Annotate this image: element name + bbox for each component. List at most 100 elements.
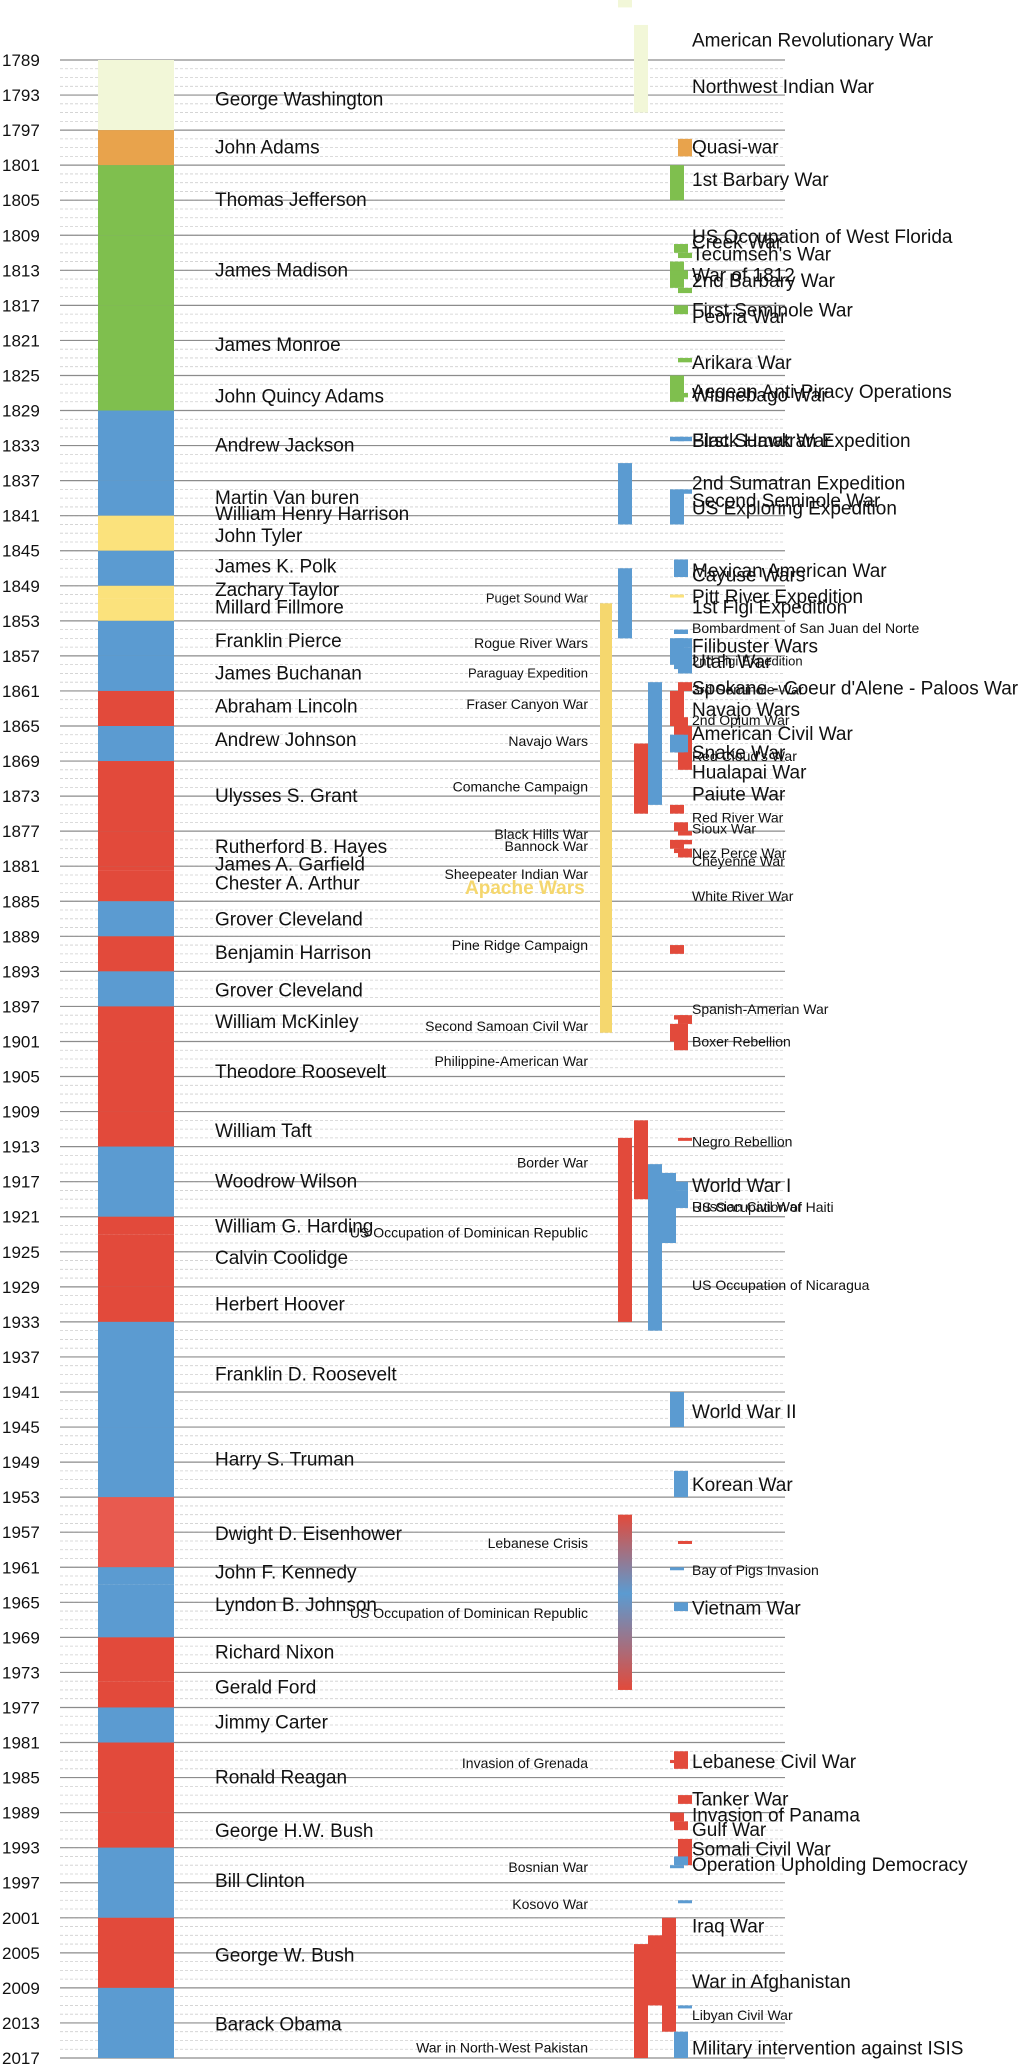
y-tick-label: 1829 <box>2 402 40 421</box>
president-label: James Monroe <box>215 335 341 356</box>
war-bar <box>634 1944 648 2058</box>
y-tick-label: 1977 <box>2 1698 40 1717</box>
war-label: US Occupation of West Florida <box>692 227 953 248</box>
war-label: Hualapai War <box>692 762 807 783</box>
president-label: Chester A. Arthur <box>215 874 360 895</box>
president-label: Bill Clinton <box>215 1871 305 1892</box>
war-label: Bannock War <box>504 838 588 854</box>
president-label: Barack Obama <box>215 2015 342 2036</box>
president-term-bar <box>98 870 174 902</box>
war-bar <box>618 568 632 639</box>
war-bar <box>600 603 612 1033</box>
y-tick-label: 1981 <box>2 1734 40 1753</box>
war-bar <box>674 393 688 398</box>
war-label: 2nd Sumatran Expedition <box>692 473 905 494</box>
war-label: Arikara War <box>692 353 792 374</box>
president-label: Franklin D. Roosevelt <box>215 1364 397 1385</box>
war-bar <box>670 839 684 849</box>
war-label: US Occupation of Dominican Republic <box>350 1225 588 1241</box>
president-label: Ronald Reagan <box>215 1768 347 1789</box>
war-label: Bay of Pigs Invasion <box>692 1562 819 1578</box>
war-label: World War I <box>692 1176 791 1197</box>
war-bar <box>670 1812 684 1822</box>
war-label: 2nd Figi Expedition <box>692 653 803 668</box>
president-term-bar <box>98 655 174 691</box>
war-bar <box>678 436 692 442</box>
war-bar <box>670 594 684 598</box>
war-bar <box>678 1137 692 1141</box>
war-label: 2nd Opium War <box>692 712 790 728</box>
war-bar <box>674 629 688 634</box>
war-label: American Civil War <box>692 724 853 745</box>
war-bar <box>670 489 684 525</box>
president-label: William Henry Harrison <box>215 504 409 525</box>
president-label: Andrew Jackson <box>215 436 354 457</box>
president-term-bar <box>98 1234 174 1287</box>
y-tick-label: 1869 <box>2 752 40 771</box>
war-label: Bosnian War <box>508 1859 588 1875</box>
war-label: Military intervention against ISIS <box>692 2038 963 2059</box>
war-label: Navajo Wars <box>508 733 588 749</box>
war-label: War of 1812 <box>692 266 795 287</box>
war-label: American Revolutionary War <box>692 31 934 52</box>
president-label: John Adams <box>215 138 320 159</box>
war-bar <box>670 1865 684 1869</box>
y-tick-label: 1821 <box>2 331 40 350</box>
war-label: Snake War <box>692 743 786 764</box>
y-tick-label: 1921 <box>2 1208 40 1227</box>
war-bar <box>674 1470 688 1498</box>
president-label: Woodrow Wilson <box>215 1172 357 1193</box>
war-label: Apache Wars <box>465 878 585 899</box>
war-bar <box>648 682 662 805</box>
war-label: Iraq War <box>692 1917 765 1938</box>
president-label: Grover Cleveland <box>215 981 363 1002</box>
war-label: Filibuster Wars <box>692 636 818 657</box>
y-tick-label: 1853 <box>2 612 40 631</box>
war-label: 1st Figi Expedition <box>692 598 847 619</box>
war-bar <box>674 1602 688 1612</box>
president-label: Abraham Lincoln <box>215 697 358 718</box>
y-tick-label: 1937 <box>2 1348 40 1367</box>
war-label: Paraguay Expedition <box>468 666 588 681</box>
y-tick-label: 1857 <box>2 647 40 666</box>
y-tick-label: 1849 <box>2 577 40 596</box>
y-tick-label: 1917 <box>2 1173 40 1192</box>
y-tick-label: 2009 <box>2 1979 40 1998</box>
president-label: William G. Harding <box>215 1216 373 1237</box>
president-term-bar <box>98 1006 174 1042</box>
y-tick-label: 1929 <box>2 1278 40 1297</box>
y-tick-label: 1961 <box>2 1558 40 1577</box>
president-term-bar <box>98 1742 174 1813</box>
president-term-bar <box>98 550 174 586</box>
war-bar <box>670 436 684 442</box>
president-label: George Washington <box>215 89 383 110</box>
war-label: Winnebago War <box>692 386 828 407</box>
war-label: US Occupation of Haiti <box>692 1199 834 1215</box>
war-label: Korean War <box>692 1475 793 1496</box>
war-label: Paiute War <box>692 784 786 805</box>
war-bar <box>674 1023 688 1051</box>
war-label: US Occupation of Dominican Republic <box>350 1605 588 1621</box>
y-tick-label: 1969 <box>2 1628 40 1647</box>
president-term-bar <box>98 1427 174 1498</box>
war-label: First Seminole War <box>692 301 853 322</box>
war-bar <box>674 559 688 578</box>
war-duration-bars <box>600 0 692 2058</box>
president-term-bar <box>98 1321 174 1428</box>
y-tick-label: 1905 <box>2 1068 40 1087</box>
y-tick-label: 1833 <box>2 437 40 456</box>
war-bar <box>618 1137 632 1322</box>
war-label: 2nd Barbary War <box>692 271 836 292</box>
war-bar <box>678 647 692 674</box>
president-label: George W. Bush <box>215 1945 354 1966</box>
war-label: White River War <box>692 888 794 904</box>
war-bar <box>670 804 684 814</box>
war-bar <box>634 743 648 814</box>
president-label: Martin Van buren <box>215 488 359 509</box>
war-bar <box>678 839 692 845</box>
war-label: Puget Sound War <box>486 590 589 605</box>
war-bar <box>662 1917 676 2032</box>
president-label: Franklin Pierce <box>215 631 342 652</box>
war-label: Cheyenne War <box>692 853 785 869</box>
war-bar <box>678 2005 692 2009</box>
